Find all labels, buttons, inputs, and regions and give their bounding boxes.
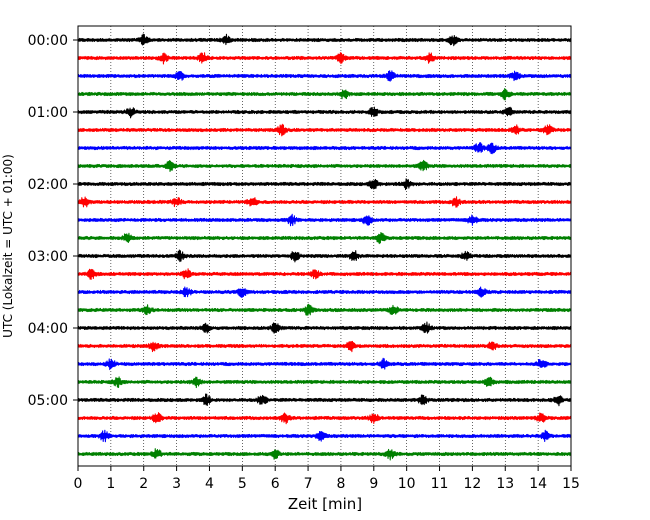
trace-0200 — [77, 178, 572, 191]
plot-frame — [77, 25, 572, 467]
y-tick-label: 01:00 — [28, 105, 68, 121]
trace-0500 — [77, 393, 572, 407]
y-tick-label: 03:00 — [28, 249, 68, 265]
x-tick-label: 11 — [431, 476, 449, 492]
trace-0015 — [77, 52, 572, 65]
trace-0245 — [77, 231, 572, 245]
x-tick-label: 8 — [336, 476, 345, 492]
x-axis-ticks: 0 1 2 3 4 5 6 7 8 9 10 11 12 13 14 15 — [74, 466, 580, 492]
trace-0230 — [77, 213, 572, 227]
x-tick-label: 15 — [562, 476, 580, 492]
x-tick-label: 9 — [369, 476, 378, 492]
trace-0300 — [77, 249, 572, 263]
y-tick-label: 00:00 — [28, 33, 68, 49]
trace-0315 — [77, 268, 572, 280]
y-axis-label: UTC (Lokalzeit = UTC + 01:00) — [1, 154, 15, 338]
trace-0145 — [77, 159, 572, 173]
x-tick-label: 13 — [496, 476, 514, 492]
x-tick-label: 7 — [304, 476, 313, 492]
y-tick-label: 04:00 — [28, 321, 68, 337]
seismic-traces — [77, 33, 572, 461]
trace-0530 — [77, 429, 572, 443]
x-axis-label: Zeit [min] — [288, 495, 362, 513]
x-tick-label: 6 — [271, 476, 280, 492]
trace-0215 — [77, 196, 572, 208]
x-tick-label: 14 — [529, 476, 547, 492]
y-axis-ticks: 00:00 01:00 02:00 03:00 04:00 05:00 — [28, 33, 78, 409]
y-tick-label: 02:00 — [28, 177, 68, 193]
trace-0030 — [77, 70, 572, 82]
x-tick-label: 4 — [205, 476, 214, 492]
x-tick-label: 10 — [398, 476, 416, 492]
x-tick-label: 0 — [74, 476, 83, 492]
trace-0100 — [77, 106, 572, 119]
trace-0345 — [77, 303, 572, 316]
trace-0045 — [77, 87, 572, 101]
trace-0130 — [77, 142, 572, 155]
trace-0400 — [77, 321, 572, 334]
trace-0545 — [77, 448, 572, 461]
trace-0445 — [77, 376, 572, 389]
trace-0515 — [77, 412, 572, 425]
x-tick-label: 1 — [106, 476, 115, 492]
trace-0330 — [77, 286, 572, 298]
x-tick-label: 2 — [139, 476, 148, 492]
x-tick-label: 12 — [463, 476, 481, 492]
trace-0430 — [77, 357, 572, 371]
x-tick-label: 3 — [172, 476, 181, 492]
x-tick-label: 5 — [238, 476, 247, 492]
trace-0115 — [77, 123, 572, 137]
vertical-grid — [110, 26, 539, 466]
trace-0415 — [77, 340, 572, 353]
trace-0000 — [77, 33, 572, 47]
y-tick-label: 05:00 — [28, 393, 68, 409]
